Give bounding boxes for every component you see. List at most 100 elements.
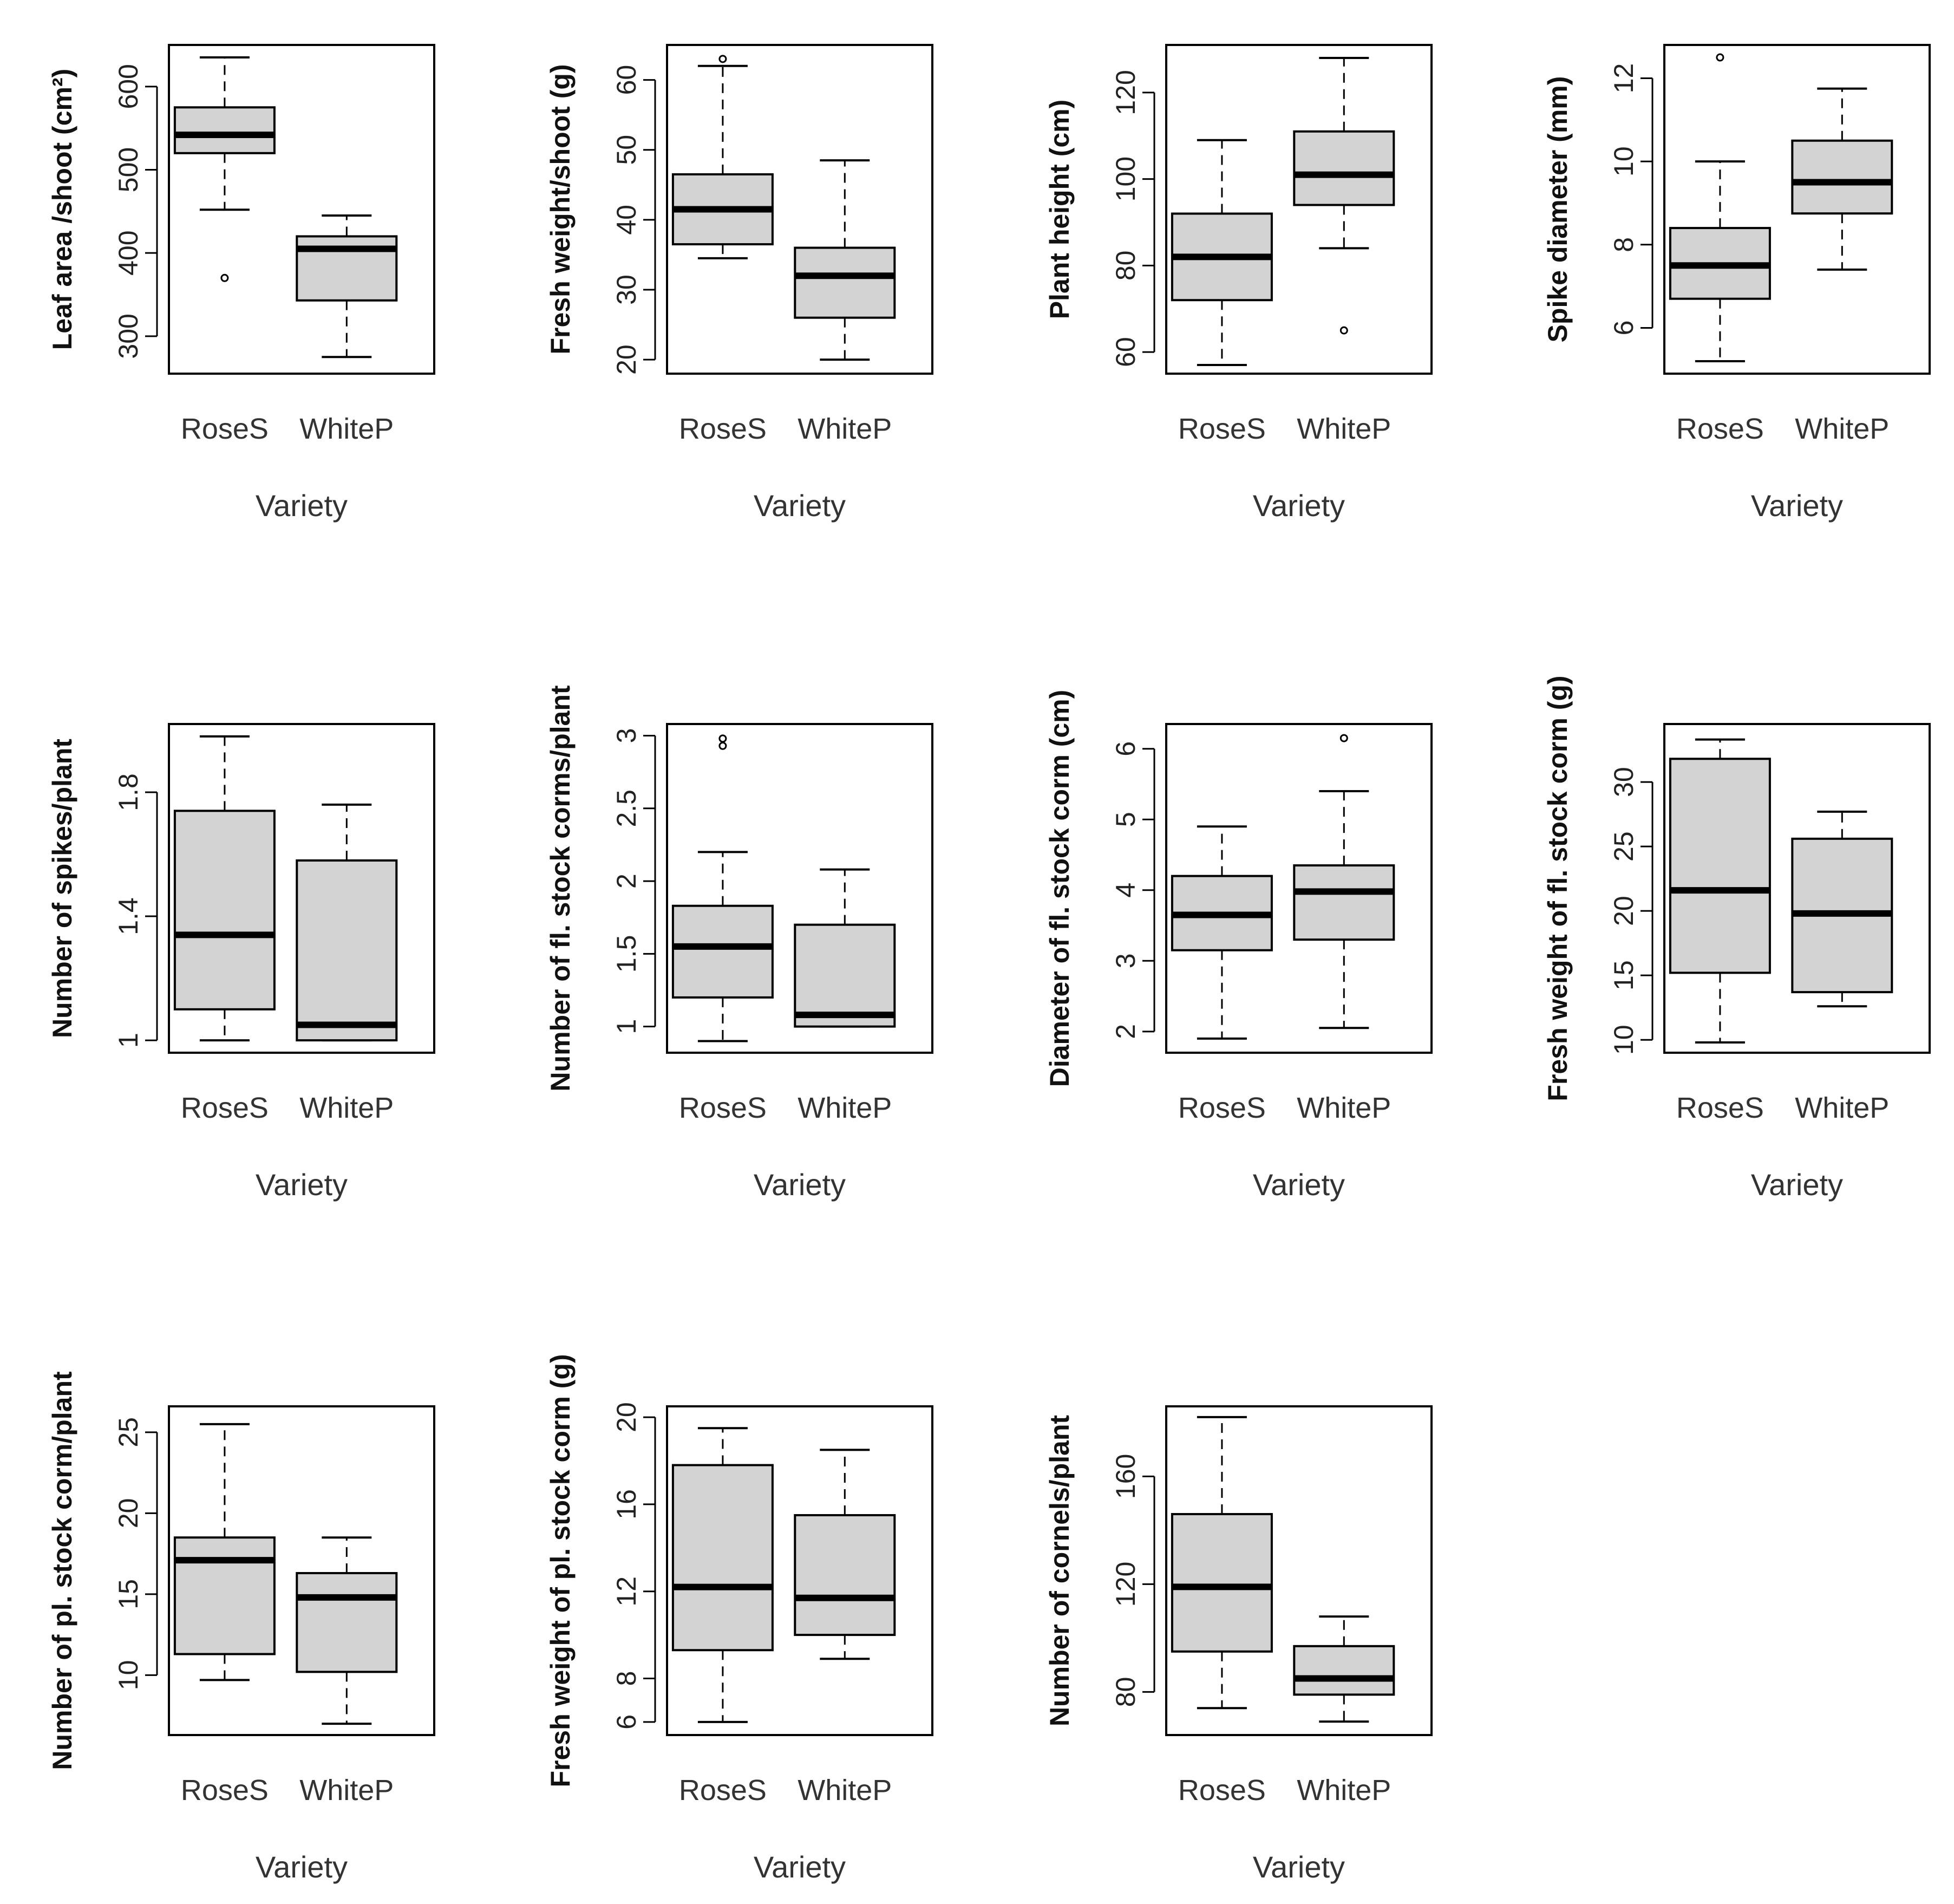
y-tick-label: 12 (611, 1576, 642, 1607)
box-whitep (794, 1449, 896, 1660)
plot-frame (1165, 44, 1433, 375)
iqr-box (671, 904, 774, 999)
y-tick-label: 100 (1110, 157, 1141, 201)
panel-10: 6 8 12 16 20 RoseS WhiteP Variety Fresh weight o… (545, 1354, 933, 1884)
y-axis-title: Plant height (cm) (1044, 100, 1075, 319)
box-whitep (296, 214, 398, 358)
y-tick-label: 15 (1609, 960, 1639, 990)
y-tick-label: 3 (1110, 953, 1141, 968)
box-whitep (1293, 734, 1395, 1029)
x-axis-title: Variety (1751, 1168, 1843, 1202)
y-tick-label: 25 (113, 1417, 143, 1447)
x-axis-title: Variety (1253, 1168, 1345, 1202)
x-category-label: RoseS (1178, 1774, 1266, 1807)
x-axis-title: Variety (1751, 488, 1843, 523)
y-tick-label: 1.8 (113, 773, 143, 811)
y-tick-label: 10 (1609, 1025, 1639, 1055)
x-category-label: RoseS (679, 1092, 767, 1124)
iqr-box (1293, 130, 1395, 206)
iqr-box (296, 859, 398, 1042)
box-roses (1669, 738, 1771, 1044)
x-category-label: RoseS (181, 413, 269, 445)
y-tick-label: 60 (611, 65, 642, 95)
y-tick-label: 6 (1609, 321, 1639, 336)
outlier-point (718, 55, 727, 63)
iqr-box (1669, 758, 1771, 974)
y-axis-title: Leaf area /shoot (cm²) (47, 69, 77, 350)
iqr-box (173, 810, 276, 1010)
panel-8: 10 15 20 25 30 RoseS WhiteP Variety Fresh weight… (1543, 675, 1931, 1202)
box-roses (173, 1423, 276, 1681)
panel-11: 80 120 160 RoseS WhiteP Variety Number of corn… (1044, 1405, 1433, 1884)
y-tick-label: 1 (611, 1019, 642, 1034)
y-tick-label: 1.4 (113, 897, 143, 935)
y-tick-label: 10 (1609, 146, 1639, 177)
x-category-label: WhiteP (798, 1092, 892, 1124)
iqr-box (794, 1514, 896, 1636)
y-tick-label: 12 (1609, 63, 1639, 94)
y-tick-label: 2 (611, 873, 642, 889)
x-category-label: WhiteP (798, 1774, 892, 1807)
y-tick-label: 2.5 (611, 790, 642, 827)
outlier-point (718, 734, 727, 743)
panel-6: 1 1.5 2 2.5 3 RoseS WhiteP Variety Number of fl.… (545, 685, 933, 1202)
x-category-label: RoseS (679, 1774, 767, 1807)
plot-frame (168, 723, 435, 1054)
y-tick-label: 8 (611, 1671, 642, 1686)
y-axis-title: Fresh weight/shoot (g) (545, 64, 576, 354)
box-whitep (1791, 87, 1893, 271)
outlier-point (1339, 734, 1348, 742)
x-category-label: RoseS (181, 1774, 269, 1807)
panel-2: 20 30 40 50 60 RoseS WhiteP Variety Fresh weight… (545, 44, 933, 523)
box-whitep (296, 803, 398, 1042)
y-tick-label: 500 (113, 147, 143, 192)
y-axis-title: Number of spikes/plant (47, 739, 77, 1038)
y-tick-label: 30 (1609, 767, 1639, 797)
x-category-label: RoseS (1178, 413, 1266, 445)
y-axis-title: Number of pl. stock corm/plant (47, 1371, 77, 1770)
y-tick-label: 10 (113, 1660, 143, 1691)
box-roses (671, 734, 774, 1042)
box-whitep (794, 868, 896, 1028)
y-tick-label: 16 (611, 1489, 642, 1520)
y-tick-label: 120 (1110, 70, 1141, 115)
y-tick-label: 400 (113, 230, 143, 275)
x-category-label: WhiteP (798, 413, 892, 445)
box-roses (1171, 1416, 1273, 1710)
box-roses (1669, 53, 1771, 362)
x-category-label: WhiteP (1297, 1092, 1391, 1124)
iqr-box (173, 1536, 276, 1655)
y-tick-label: 20 (611, 1402, 642, 1432)
x-category-label: WhiteP (299, 1774, 394, 1807)
x-axis-title: Variety (1253, 488, 1345, 523)
y-tick-label: 40 (611, 205, 642, 235)
box-roses (173, 56, 276, 282)
iqr-box (794, 923, 896, 1028)
panel-5: 1 1.4 1.8 RoseS WhiteP Variety Number of spike… (47, 723, 435, 1202)
y-tick-label: 6 (1110, 741, 1141, 757)
y-tick-label: 8 (1609, 237, 1639, 252)
outlier-point (220, 273, 229, 282)
x-category-label: RoseS (679, 413, 767, 445)
y-axis-title: Number of cornels/plant (1044, 1415, 1075, 1726)
y-tick-label: 4 (1110, 883, 1141, 898)
x-category-label: RoseS (1676, 413, 1764, 445)
y-axis-title: Fresh weight of pl. stock corm (g) (545, 1354, 576, 1787)
y-tick-label: 20 (1609, 896, 1639, 926)
box-whitep (1791, 810, 1893, 1008)
plot-frame (168, 1405, 435, 1736)
y-tick-label: 60 (1110, 337, 1141, 367)
plot-frame (666, 44, 933, 375)
iqr-box (671, 1464, 774, 1652)
y-tick-label: 20 (611, 344, 642, 375)
box-whitep (794, 159, 896, 361)
x-category-label: WhiteP (299, 413, 394, 445)
y-tick-label: 30 (611, 275, 642, 305)
x-axis-title: Variety (256, 1850, 348, 1884)
x-category-label: WhiteP (1297, 1774, 1391, 1807)
panel-1: 300 400 500 600 RoseS WhiteP Variety Leaf area … (47, 44, 435, 523)
box-roses (671, 1427, 774, 1723)
plot-frame (1165, 1405, 1433, 1736)
x-category-label: RoseS (1178, 1092, 1266, 1124)
